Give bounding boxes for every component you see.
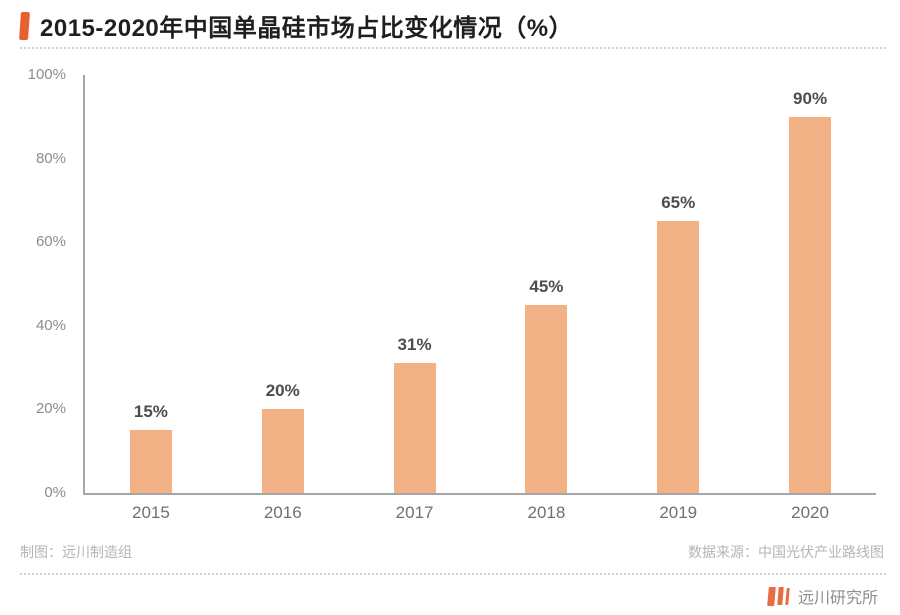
x-tick-label: 2016	[263, 503, 302, 522]
x-tick-label: 2018	[527, 503, 566, 522]
y-tick-label: 0%	[44, 484, 66, 501]
bar-2020	[789, 116, 832, 493]
footer-row: 制图：远川制造组 数据来源：中国光伏产业路线图	[20, 542, 884, 562]
bar-2019	[657, 221, 700, 493]
y-tick-label: 80%	[35, 149, 66, 167]
bar-2018	[525, 304, 568, 493]
bar-value-label: 45%	[529, 276, 564, 296]
logo-stroke-1	[767, 586, 776, 606]
bar-value-label: 65%	[661, 193, 696, 213]
bar-group-2020: 90%	[744, 75, 876, 493]
footer-divider	[20, 573, 886, 575]
brand-name: 远川研究所	[797, 590, 878, 607]
bar-group-2017: 31%	[349, 75, 481, 493]
bar-group-2018: 45%	[480, 75, 612, 493]
title-accent-bar-icon	[19, 11, 30, 40]
chart-header: 2015-2020年中国单晶硅市场占比变化情况（%）	[19, 8, 574, 43]
x-axis-labels: 2015 2016 2017 2018 2019 2020	[85, 503, 876, 523]
header-divider	[20, 47, 886, 49]
bar-value-label: 20%	[265, 381, 300, 401]
credit-text: 制图：远川制造组	[20, 544, 132, 560]
bar-group-2019: 65%	[612, 75, 744, 493]
brand-logo: 远川研究所	[767, 584, 878, 608]
plot-area: 15% 20% 31% 45% 65% 90%	[83, 75, 876, 495]
bar-2016	[261, 409, 304, 493]
bar-value-label: 90%	[793, 88, 828, 108]
bar-value-label: 15%	[133, 402, 168, 422]
y-axis-labels: 0% 20% 40% 60% 80% 100%	[0, 66, 66, 501]
bar-group-2015: 15%	[85, 75, 217, 493]
logo-stroke-3	[785, 587, 790, 605]
y-tick-label: 100%	[27, 66, 66, 83]
x-tick-label: 2020	[791, 503, 829, 522]
brand-logo-icon	[767, 586, 790, 606]
bar-value-label: 31%	[397, 335, 432, 355]
x-tick-label: 2015	[132, 503, 170, 522]
x-tick-label: 2017	[395, 503, 434, 522]
y-tick-label: 20%	[35, 400, 66, 418]
y-tick-label: 60%	[35, 233, 66, 251]
bar-2017	[393, 363, 436, 493]
chart-title: 2015-2020年中国单晶硅市场占比变化情况（%）	[40, 15, 574, 42]
bar-group-2016: 20%	[217, 75, 349, 493]
y-tick-label: 40%	[35, 316, 66, 334]
x-tick-label: 2019	[659, 503, 698, 522]
data-source-text: 数据来源：中国光伏产业路线图	[688, 544, 884, 560]
logo-stroke-2	[777, 587, 784, 605]
bar-2015	[129, 430, 172, 493]
